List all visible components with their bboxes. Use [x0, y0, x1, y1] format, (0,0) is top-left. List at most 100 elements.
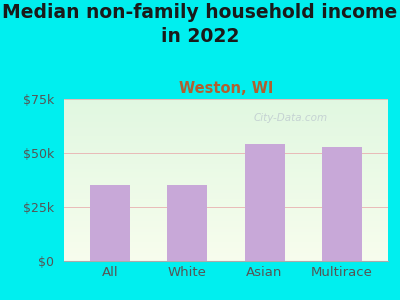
Bar	[64, 154, 388, 156]
Bar	[64, 258, 388, 260]
Bar	[64, 167, 388, 169]
Bar	[64, 246, 388, 248]
Bar	[64, 225, 388, 227]
Bar	[64, 117, 388, 118]
Bar	[64, 195, 388, 196]
Text: City-Data.com: City-Data.com	[254, 113, 328, 123]
Bar	[64, 191, 388, 193]
Bar	[64, 253, 388, 254]
Bar	[64, 152, 388, 154]
Bar	[64, 164, 388, 165]
Bar	[64, 182, 388, 183]
Bar	[64, 260, 388, 261]
Bar	[64, 131, 388, 133]
Bar	[64, 114, 388, 115]
Bar	[64, 115, 388, 117]
Bar	[64, 123, 388, 125]
Bar	[64, 159, 388, 160]
Bar	[64, 211, 388, 212]
Bar	[64, 183, 388, 185]
Bar	[64, 138, 388, 140]
Bar	[90, 185, 130, 261]
Bar	[64, 146, 388, 148]
Bar	[64, 235, 388, 237]
Bar	[64, 242, 388, 243]
Text: Median non-family household income
in 2022: Median non-family household income in 20…	[2, 3, 398, 46]
Bar	[64, 136, 388, 138]
Bar	[64, 187, 388, 188]
Bar	[64, 104, 388, 106]
Bar	[64, 106, 388, 107]
Bar	[64, 100, 388, 102]
Bar	[64, 206, 388, 208]
Bar	[64, 140, 388, 141]
Bar	[64, 157, 388, 159]
Bar	[64, 175, 388, 177]
Title: Weston, WI: Weston, WI	[179, 81, 273, 96]
Bar	[64, 120, 388, 122]
Bar	[64, 209, 388, 211]
Bar	[167, 185, 208, 261]
Bar	[64, 196, 388, 198]
Bar	[64, 118, 388, 120]
Bar	[64, 250, 388, 251]
Bar	[64, 212, 388, 214]
Bar	[64, 125, 388, 127]
Bar	[64, 248, 388, 250]
Bar	[64, 222, 388, 224]
Bar	[64, 254, 388, 256]
Bar	[64, 188, 388, 190]
Bar	[64, 204, 388, 206]
Bar	[64, 219, 388, 220]
Bar	[64, 217, 388, 219]
Bar	[64, 238, 388, 240]
Bar	[64, 102, 388, 104]
Bar	[64, 133, 388, 135]
Bar	[64, 227, 388, 229]
Bar	[64, 170, 388, 172]
Bar	[64, 230, 388, 232]
Bar	[64, 224, 388, 225]
Bar	[64, 185, 388, 187]
Bar	[64, 99, 388, 100]
Bar	[64, 151, 388, 152]
Bar	[64, 109, 388, 110]
Bar	[64, 180, 388, 182]
Bar	[64, 112, 388, 114]
Bar	[64, 201, 388, 203]
Bar	[64, 240, 388, 242]
Bar	[64, 156, 388, 157]
Bar	[64, 220, 388, 222]
Bar	[64, 193, 388, 195]
Bar	[64, 127, 388, 128]
Bar	[64, 148, 388, 149]
Bar	[64, 173, 388, 175]
Bar	[64, 243, 388, 245]
Bar	[64, 229, 388, 230]
Bar	[64, 135, 388, 136]
Bar	[64, 214, 388, 216]
Bar	[64, 141, 388, 143]
Bar	[64, 165, 388, 167]
Bar	[64, 149, 388, 151]
Bar	[64, 233, 388, 235]
Bar	[64, 216, 388, 217]
Bar	[64, 190, 388, 191]
Bar	[64, 144, 388, 146]
Bar	[64, 198, 388, 200]
Bar	[64, 200, 388, 201]
Bar	[64, 208, 388, 209]
Bar	[64, 110, 388, 112]
Bar	[64, 162, 388, 164]
Bar	[64, 256, 388, 258]
Bar	[64, 169, 388, 170]
Bar	[64, 143, 388, 144]
Bar	[64, 251, 388, 253]
Bar	[64, 245, 388, 246]
Bar	[64, 172, 388, 173]
Bar	[64, 122, 388, 123]
Bar	[64, 232, 388, 233]
Bar	[64, 160, 388, 162]
Bar	[64, 203, 388, 204]
Bar	[64, 130, 388, 131]
